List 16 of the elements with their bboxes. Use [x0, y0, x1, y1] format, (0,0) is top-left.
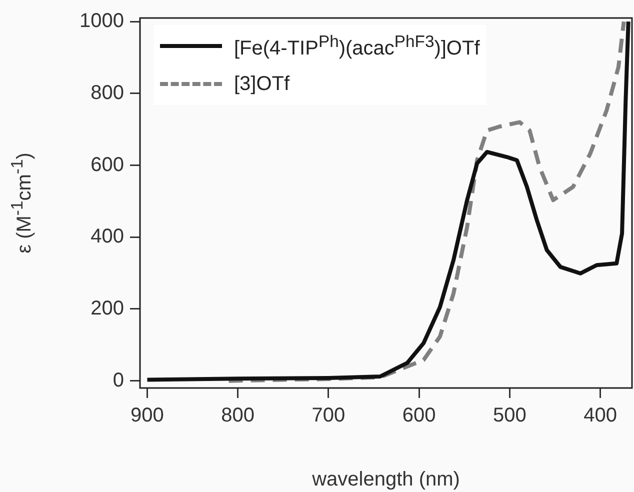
x-tick-label: 400: [584, 404, 617, 427]
x-tick-label: 700: [312, 404, 346, 427]
line-series: [226, 20, 626, 383]
y-tick-label: 600: [90, 154, 124, 176]
x-tick-label: 600: [402, 404, 436, 427]
x-tick-label: 800: [221, 404, 255, 427]
x-tick-label: 500: [492, 404, 526, 427]
y-tick-label: 0: [112, 369, 124, 392]
legend-label: [Fe(4-TIP$^{Ph}$)(acac$^{PhF3}$)]OTf: [234, 32, 480, 60]
x-tick-label: 900: [130, 404, 164, 427]
y-tick-label: 1000: [80, 10, 124, 32]
y-tick-label: 400: [90, 226, 124, 248]
y-tick-label: 800: [90, 82, 124, 104]
legend-label: [3]OTf: [234, 72, 290, 96]
x-axis-title: wavelength (nm): [311, 468, 460, 491]
y-tick-label: 200: [90, 297, 124, 320]
